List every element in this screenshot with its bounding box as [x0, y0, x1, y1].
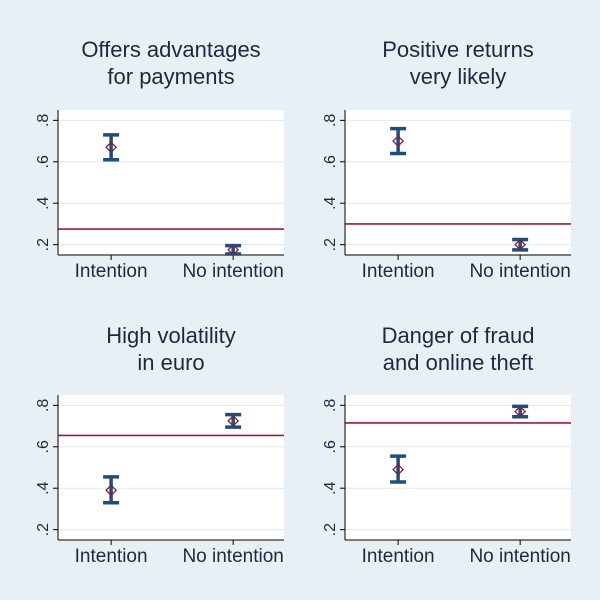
point-estimate — [514, 405, 527, 418]
y-tick-label: .2 — [35, 523, 52, 536]
y-tick-label: .6 — [35, 440, 52, 453]
chart-title-line: Offers advantages — [81, 37, 260, 62]
y-tick-label: .8 — [35, 114, 52, 127]
x-tick-label: Intention — [362, 261, 435, 282]
plot-area — [345, 395, 571, 540]
y-tick-label: .4 — [322, 481, 339, 494]
plot-area — [58, 110, 284, 255]
x-tick-label: No intention — [469, 546, 570, 567]
y-tick-label: .2 — [322, 523, 339, 536]
plot-area — [58, 395, 284, 540]
y-tick-label: .6 — [322, 155, 339, 168]
x-tick-label: No intention — [182, 546, 283, 567]
y-tick-label: .6 — [322, 440, 339, 453]
y-tick-label: .8 — [322, 399, 339, 412]
chart-title-line: very likely — [410, 64, 507, 89]
y-tick-label: .4 — [322, 196, 339, 209]
chart-title-line: Positive returns — [382, 37, 534, 62]
point-estimate — [392, 135, 405, 147]
point-estimate — [105, 484, 118, 497]
point-estimate — [514, 238, 527, 251]
y-tick-label: .2 — [322, 238, 339, 251]
point-estimate — [392, 463, 405, 476]
x-tick-label: Intention — [75, 546, 148, 567]
chart-title-line: High volatility — [106, 323, 236, 348]
x-tick-label: Intention — [75, 261, 148, 282]
chart-title-line: in euro — [137, 350, 204, 375]
y-tick-label: .8 — [322, 114, 339, 127]
point-estimate — [227, 243, 240, 256]
chart-title-line: for payments — [107, 64, 234, 89]
y-tick-label: .8 — [35, 399, 52, 412]
y-tick-label: .2 — [35, 238, 52, 251]
point-estimate — [105, 141, 118, 154]
point-estimate — [227, 414, 240, 427]
y-tick-label: .4 — [35, 481, 52, 494]
y-tick-label: .6 — [35, 155, 52, 168]
y-tick-label: .4 — [35, 196, 52, 209]
chart-title-line: Danger of fraud — [382, 323, 535, 348]
chart-title-line: and online theft — [383, 350, 533, 375]
plot-area — [345, 110, 571, 255]
x-tick-label: No intention — [182, 261, 283, 282]
x-tick-label: Intention — [362, 546, 435, 567]
x-tick-label: No intention — [469, 261, 570, 282]
